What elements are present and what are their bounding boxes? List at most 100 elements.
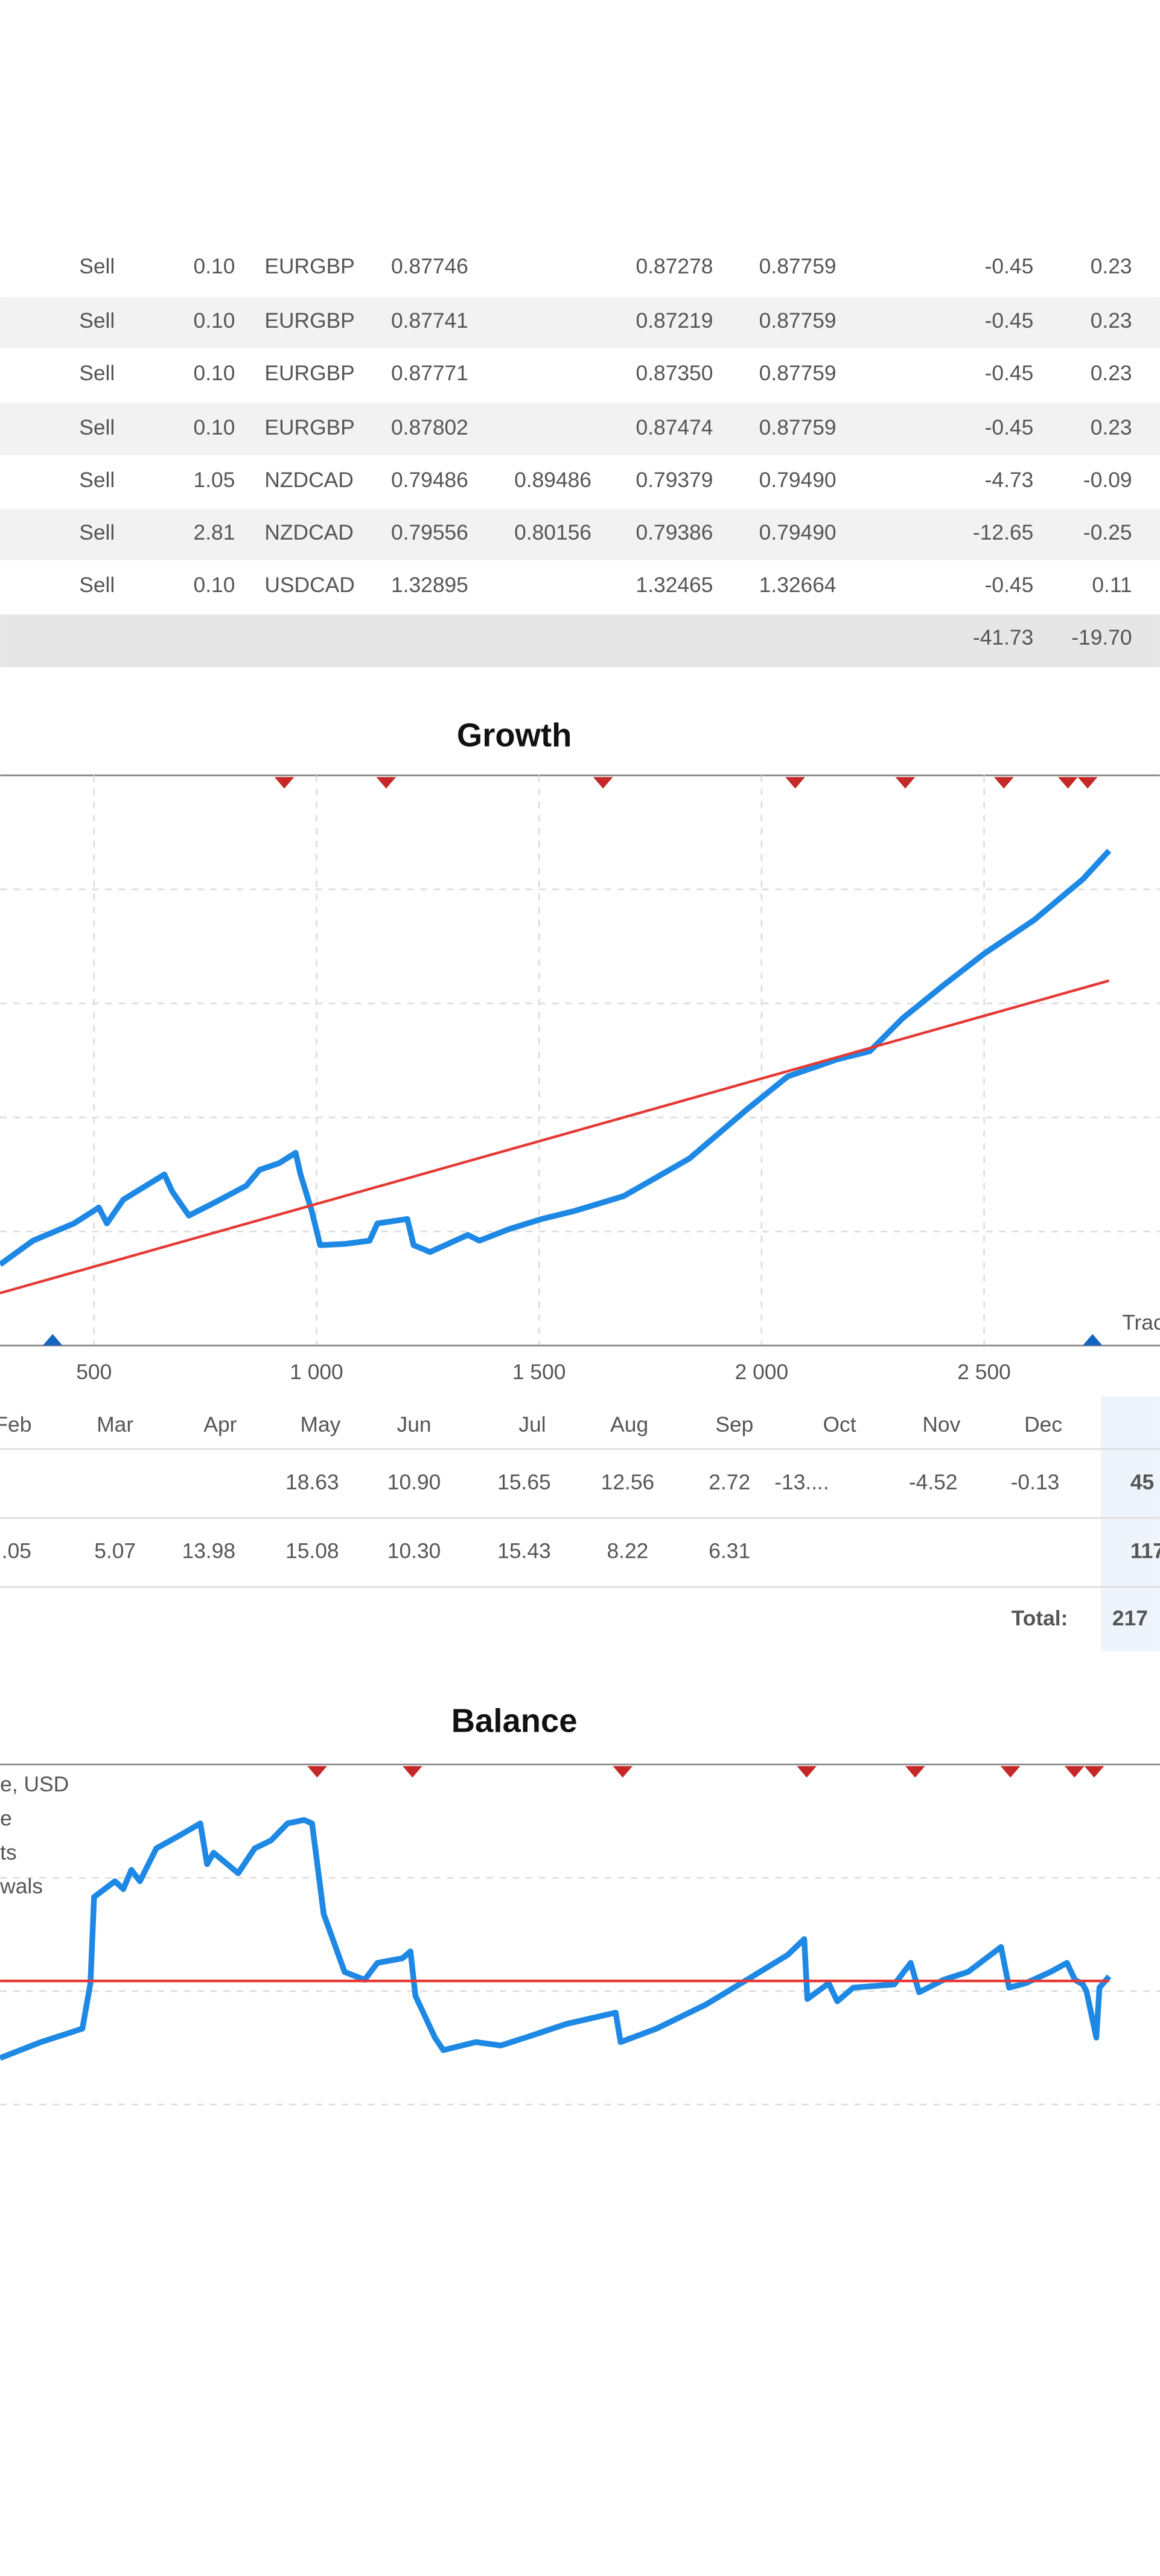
- cell: 0.79490: [759, 521, 837, 544]
- event-marker: [274, 777, 295, 789]
- cell: EURGBP: [264, 309, 354, 333]
- month-value: 10.30: [387, 1540, 441, 1563]
- month-header: Nov: [922, 1413, 960, 1436]
- total-cell: -19.70: [1071, 626, 1132, 649]
- cell: 1.32895: [391, 573, 468, 597]
- cell: NZDCAD: [264, 468, 353, 492]
- x-tick-label: 500: [76, 1360, 112, 1384]
- series-line: [0, 849, 1112, 1267]
- month-header: Oct: [823, 1413, 856, 1436]
- cell: 0.23: [1091, 362, 1132, 385]
- series-line: [0, 1817, 1112, 2061]
- cell: 0.87771: [391, 362, 468, 385]
- cell: EURGBP: [264, 255, 354, 278]
- event-marker: [797, 1766, 817, 1778]
- year-total: 117: [1130, 1540, 1160, 1563]
- cell: 0.79379: [636, 468, 713, 492]
- cell: 0.11: [1092, 573, 1132, 597]
- month-value: 10.90: [387, 1470, 441, 1494]
- cell: 0.80156: [514, 521, 591, 544]
- month-header: Feb: [0, 1413, 31, 1436]
- chart-title: Balance: [451, 1703, 578, 1739]
- cell: 0.10: [194, 255, 235, 278]
- cell: 0.87759: [759, 255, 837, 278]
- cell: 0.23: [1091, 255, 1132, 278]
- event-marker: [403, 1766, 422, 1778]
- month-header: Aug: [610, 1413, 648, 1436]
- series-line: [0, 979, 1110, 1295]
- event-marker: [1064, 1766, 1085, 1778]
- month-value: .05: [2, 1540, 31, 1563]
- month-value: 12.56: [601, 1470, 655, 1494]
- month-value: 5.07: [94, 1540, 136, 1563]
- month-value: 6.31: [709, 1540, 750, 1563]
- month-value: 13.98: [182, 1540, 236, 1563]
- month-value: -13....: [774, 1470, 829, 1494]
- event-marker: [905, 1766, 925, 1778]
- month-header: Mar: [97, 1413, 133, 1436]
- month-value: 15.65: [497, 1470, 551, 1494]
- cell: 1.32664: [759, 573, 837, 597]
- year-total: 45: [1130, 1470, 1154, 1494]
- month-header: Sep: [715, 1413, 753, 1436]
- x-tick-label: 1 000: [290, 1360, 343, 1384]
- total-label: Total:: [1012, 1607, 1068, 1630]
- total-cell: -41.73: [973, 626, 1033, 649]
- event-marker: [1000, 1766, 1021, 1778]
- month-value: 15.43: [497, 1540, 551, 1563]
- month-header: Apr: [203, 1413, 237, 1436]
- cell: 0.87802: [391, 416, 468, 439]
- legend-text: ts: [0, 1841, 17, 1864]
- cell: 0.23: [1091, 309, 1132, 333]
- cell: 0.87759: [759, 309, 837, 333]
- month-header: Dec: [1024, 1413, 1062, 1436]
- cell: EURGBP: [264, 416, 354, 439]
- cell: -4.73: [985, 468, 1034, 492]
- cell: Sell: [79, 521, 115, 544]
- cell: Sell: [79, 573, 115, 597]
- row-bg: [0, 509, 1160, 561]
- event-marker: [307, 1766, 327, 1778]
- row-bg: [0, 297, 1160, 349]
- month-header: Jun: [397, 1413, 432, 1436]
- cell: -0.45: [985, 255, 1034, 278]
- cell: Sell: [79, 416, 115, 439]
- cell: Sell: [79, 468, 115, 492]
- cell: Sell: [79, 255, 115, 278]
- event-marker: [593, 777, 613, 789]
- event-marker: [42, 1334, 63, 1346]
- cell: 0.87350: [636, 362, 713, 385]
- x-tick-label: 2 000: [735, 1360, 789, 1384]
- cell: 0.87219: [636, 309, 713, 333]
- cell: Sell: [79, 309, 115, 333]
- cell: 0.87759: [759, 362, 837, 385]
- cell: USDCAD: [264, 573, 354, 597]
- month-header: May: [301, 1413, 341, 1436]
- month-value: 15.08: [285, 1540, 339, 1563]
- event-marker: [613, 1766, 633, 1778]
- event-marker: [1077, 777, 1098, 789]
- cell: Sell: [79, 362, 115, 385]
- cell: 0.87741: [391, 309, 468, 333]
- cell: -12.65: [973, 521, 1033, 544]
- month-value: -0.13: [1011, 1470, 1060, 1494]
- cell: 0.79486: [391, 468, 468, 492]
- cell: 0.79490: [759, 468, 837, 492]
- cell: -0.45: [985, 362, 1034, 385]
- month-value: -4.52: [909, 1470, 958, 1494]
- total-col-bg: [1100, 1396, 1160, 1651]
- cell: -0.45: [985, 573, 1034, 597]
- event-marker: [785, 777, 805, 789]
- cell: 0.87474: [636, 416, 713, 439]
- event-marker: [1082, 1334, 1103, 1346]
- cell: NZDCAD: [264, 521, 353, 544]
- chart-title: Growth: [457, 717, 572, 754]
- month-header: Jul: [518, 1413, 546, 1436]
- cell: 0.87278: [636, 255, 713, 278]
- cell: EURGBP: [264, 362, 354, 385]
- cell: 0.23: [1091, 416, 1132, 439]
- event-marker: [895, 777, 916, 789]
- total-bg: [0, 614, 1160, 668]
